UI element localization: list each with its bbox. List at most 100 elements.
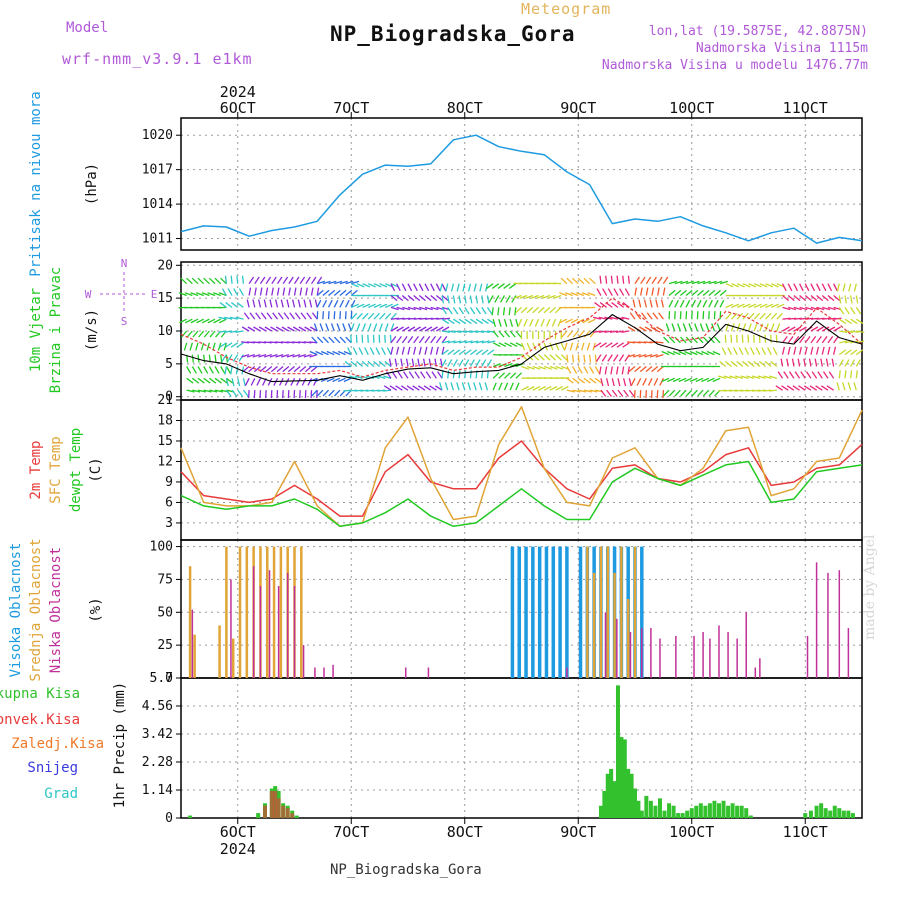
wind-barb bbox=[447, 340, 456, 344]
wind-barb bbox=[570, 292, 579, 297]
wind-barb bbox=[689, 377, 698, 383]
wind-barb bbox=[598, 330, 607, 334]
wind-barb bbox=[816, 317, 825, 320]
wind-barb bbox=[270, 326, 278, 332]
wind-barb bbox=[325, 323, 330, 332]
wind-barb bbox=[298, 326, 307, 332]
wind-unit: (m/s) bbox=[84, 309, 100, 351]
wind-barb bbox=[297, 299, 301, 308]
wind-barb bbox=[236, 302, 244, 308]
wind-barb bbox=[492, 382, 497, 391]
wind-barb bbox=[418, 283, 424, 292]
wind-barb bbox=[767, 347, 772, 355]
wind-barb bbox=[413, 283, 418, 292]
wind-barb bbox=[761, 347, 767, 355]
wind-barb bbox=[770, 303, 779, 308]
wind-barb bbox=[777, 371, 784, 379]
wind-barb bbox=[635, 312, 642, 320]
precip-bars bbox=[188, 685, 855, 818]
wind-barb bbox=[337, 377, 346, 383]
precip-bar-total bbox=[716, 803, 721, 818]
wind-barb bbox=[429, 385, 437, 391]
wind-barb bbox=[793, 283, 799, 292]
wind-barb bbox=[356, 360, 364, 367]
y-tick-label: 25 bbox=[157, 638, 173, 653]
wind-barb bbox=[855, 349, 864, 356]
wind-barb bbox=[702, 389, 710, 397]
wind-barb bbox=[186, 366, 192, 374]
wind-barb bbox=[283, 312, 290, 320]
wind-barb bbox=[651, 276, 657, 285]
wind-barb bbox=[592, 330, 602, 334]
wind-barb bbox=[287, 326, 295, 332]
wind-barb bbox=[382, 389, 392, 392]
wind-barb bbox=[367, 360, 375, 367]
wind-barb bbox=[679, 289, 687, 297]
precip-bar-total bbox=[602, 790, 607, 818]
date-tick-label-top: 9OCT bbox=[560, 99, 596, 117]
wind-barb bbox=[781, 385, 789, 391]
wind-barb bbox=[203, 366, 209, 374]
wind-barb bbox=[798, 283, 804, 292]
wind-barb bbox=[534, 318, 540, 327]
wind-barb bbox=[235, 316, 244, 320]
wind-barb bbox=[605, 342, 613, 348]
wind-barb bbox=[786, 358, 789, 367]
wind-barb bbox=[632, 341, 641, 344]
wind-barb bbox=[712, 377, 721, 383]
wind-barb bbox=[400, 385, 409, 391]
wind-barb bbox=[435, 295, 443, 302]
wind-barb bbox=[504, 363, 513, 368]
wind-barb bbox=[571, 354, 575, 363]
wind-barb bbox=[481, 340, 490, 344]
precip-bar-total bbox=[707, 803, 712, 818]
wind-barb bbox=[491, 283, 500, 289]
wind-barb bbox=[407, 283, 413, 292]
wind-barb bbox=[515, 342, 524, 347]
wind-barb bbox=[663, 336, 670, 344]
wind-barb bbox=[804, 346, 808, 355]
wind-barb bbox=[277, 312, 284, 320]
wind-barb bbox=[484, 283, 489, 292]
wind-barb bbox=[464, 330, 473, 334]
wind-barb bbox=[638, 341, 647, 344]
wind-barb bbox=[333, 299, 339, 308]
wind-barb bbox=[458, 306, 464, 315]
wind-barb bbox=[629, 312, 636, 320]
wind-barb bbox=[452, 359, 458, 367]
wind-barb bbox=[668, 389, 676, 397]
wind-barb bbox=[634, 276, 640, 285]
wind-barb bbox=[276, 287, 280, 296]
year-label-top: 2024 bbox=[220, 83, 256, 101]
wind-barb bbox=[589, 377, 597, 384]
wind-barb bbox=[770, 312, 778, 320]
wind-barb bbox=[856, 330, 865, 334]
wind-barb bbox=[272, 312, 278, 320]
pressure-line bbox=[180, 134, 863, 244]
wind-barb bbox=[241, 275, 245, 284]
precip-bar-total bbox=[685, 810, 690, 818]
wind-barb bbox=[810, 346, 814, 355]
precip-bar-total bbox=[803, 813, 808, 818]
wind-barb bbox=[373, 312, 380, 320]
wind-barb bbox=[401, 336, 408, 344]
wind-barb bbox=[515, 382, 520, 391]
wind-barb bbox=[238, 354, 244, 362]
wind-barb bbox=[729, 375, 738, 379]
wind-barb bbox=[674, 389, 681, 397]
precip-bar-total bbox=[850, 813, 855, 818]
wind-barb bbox=[615, 330, 624, 334]
wind-barb bbox=[725, 283, 734, 288]
wind-barb bbox=[605, 275, 608, 284]
wind-barb bbox=[658, 312, 664, 320]
wind-barb bbox=[630, 378, 636, 386]
wind-barb bbox=[441, 306, 447, 315]
wind-barb bbox=[684, 377, 693, 383]
wind-barb bbox=[450, 283, 455, 292]
wind-barb bbox=[765, 283, 774, 288]
precip-legend-4: Grad bbox=[44, 786, 78, 802]
wind-barb bbox=[587, 318, 596, 324]
wind-barb bbox=[269, 341, 278, 344]
wind-barb bbox=[322, 280, 331, 285]
precip-legend-2: Zaledj.Kisa bbox=[11, 736, 104, 752]
